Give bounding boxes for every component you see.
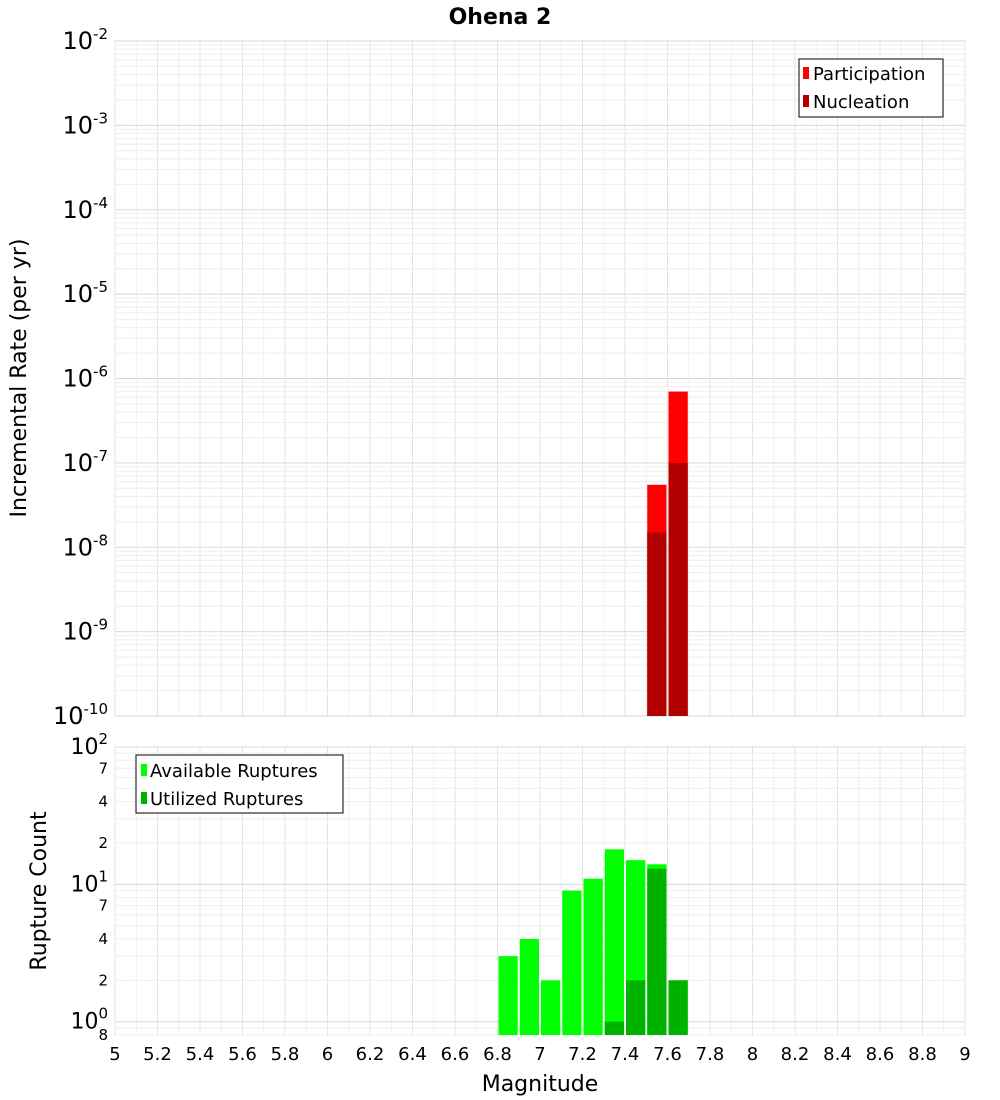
y-tick-label: 4 — [98, 793, 108, 811]
y-tick-label: 10-9 — [62, 616, 108, 646]
chart-title: Ohena 2 — [449, 5, 552, 30]
legend-swatch-utilized — [141, 792, 147, 804]
y-tick-label: 100 — [70, 1005, 108, 1035]
legend-label-nucleation: Nucleation — [813, 92, 909, 113]
legend-label-available: Available Ruptures — [150, 761, 318, 782]
x-tick-label: 6.4 — [398, 1044, 427, 1065]
y-tick-label: 10-10 — [53, 700, 108, 730]
y-tick-label: 102 — [70, 730, 108, 760]
bar-available-ruptures — [519, 939, 539, 1035]
x-tick-label: 7.4 — [611, 1044, 640, 1065]
x-tick-label: 5.4 — [186, 1044, 215, 1065]
bar-available-ruptures — [583, 878, 603, 1035]
top-y-axis-label: Incremental Rate (per yr) — [7, 239, 32, 518]
bar-nucleation — [668, 462, 688, 716]
x-tick-labels: 5 5.2 5.4 5.6 5.8 6 6.2 6.4 6.6 6.8 7 7.2 7.4 7.6 7.8 8… — [109, 1044, 970, 1065]
top-panel: 10-2 10-3 10-4 10-5 10-6 10-7 10-8 10-9 10-10 In… — [7, 25, 966, 730]
y-tick-label: 10-8 — [62, 531, 108, 561]
bottom-y-axis-label: Rupture Count — [27, 811, 52, 971]
bar-utilized-ruptures — [604, 1021, 624, 1035]
top-legend: Participation Nucleation — [798, 58, 944, 118]
x-tick-label: 7.8 — [696, 1044, 725, 1065]
x-tick-label: 6 — [322, 1044, 333, 1065]
y-tick-label: 7 — [98, 759, 108, 777]
top-y-tick-labels: 10-2 10-3 10-4 10-5 10-6 10-7 10-8 10-9 10-10 — [53, 25, 108, 730]
bar-available-ruptures — [562, 890, 582, 1035]
x-tick-label: 7 — [534, 1044, 545, 1065]
y-tick-label: 101 — [70, 867, 108, 897]
y-tick-label: 10-5 — [62, 278, 108, 308]
x-tick-label: 8.2 — [781, 1044, 810, 1065]
y-tick-label: 10-3 — [62, 109, 108, 139]
legend-swatch-participation — [803, 67, 809, 79]
x-tick-label: 7.2 — [568, 1044, 597, 1065]
y-tick-label: 8 — [98, 1026, 108, 1044]
top-grid — [114, 40, 966, 717]
y-tick-label: 10-6 — [62, 363, 108, 393]
bar-available-ruptures — [604, 849, 624, 1035]
bottom-legend-box — [135, 754, 344, 814]
legend-label-participation: Participation — [813, 64, 925, 85]
bar-utilized-ruptures — [668, 980, 688, 1035]
y-tick-label: 2 — [98, 834, 108, 852]
x-tick-label: 8 — [747, 1044, 758, 1065]
legend-swatch-available — [141, 764, 147, 776]
x-tick-label: 5.2 — [143, 1044, 172, 1065]
bottom-bars — [498, 849, 688, 1035]
legend-label-utilized: Utilized Ruptures — [150, 789, 303, 810]
x-tick-label: 6.6 — [441, 1044, 470, 1065]
bar-available-ruptures — [541, 980, 561, 1035]
y-tick-label: 10-7 — [62, 447, 108, 477]
x-tick-label: 8.4 — [823, 1044, 852, 1065]
x-axis-label: Magnitude — [482, 1072, 599, 1097]
bar-utilized-ruptures — [626, 980, 646, 1035]
x-tick-label: 6.8 — [483, 1044, 512, 1065]
bar-available-ruptures — [498, 956, 518, 1035]
legend-swatch-nucleation — [803, 95, 809, 107]
x-tick-label: 8.6 — [866, 1044, 895, 1065]
top-bars — [647, 391, 688, 716]
bar-nucleation — [647, 532, 667, 716]
x-tick-label: 5.8 — [271, 1044, 300, 1065]
x-tick-label: 5.6 — [228, 1044, 257, 1065]
top-legend-box — [798, 58, 944, 118]
x-tick-label: 6.2 — [356, 1044, 385, 1065]
bottom-legend: Available Ruptures Utilized Ruptures — [135, 754, 344, 814]
x-tick-label: 7.6 — [653, 1044, 682, 1065]
y-tick-label: 4 — [98, 930, 108, 948]
y-tick-label: 2 — [98, 971, 108, 989]
x-tick-label: 9 — [959, 1044, 970, 1065]
x-tick-label: 8.8 — [908, 1044, 937, 1065]
bar-utilized-ruptures — [647, 868, 667, 1035]
y-tick-label: 10-4 — [62, 194, 108, 224]
y-tick-label: 7 — [98, 897, 108, 915]
y-tick-label: 10-2 — [62, 25, 108, 55]
x-tick-label: 5 — [109, 1044, 120, 1065]
